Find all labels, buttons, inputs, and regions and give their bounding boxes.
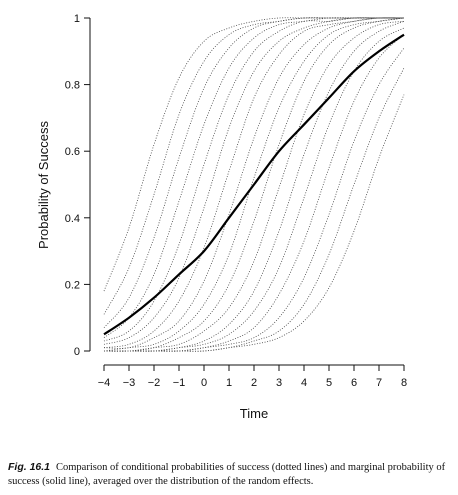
chart-axes: 0 0.2 0.4 0.6 0.8 1 −4 −3 −2 −1 0 1 2 3 4 5 6 7 8 (65, 13, 407, 389)
marginal-probability-line (103, 33, 405, 336)
x-tick-label: 1 (226, 377, 232, 389)
conditional-probability-line (103, 34, 405, 352)
conditional-probability-line (103, 17, 404, 328)
conditional-probability-line (103, 17, 405, 349)
figure-caption: Fig. 16.1 Comparison of conditional proba… (8, 460, 452, 489)
chart-figure: 0 0.2 0.4 0.6 0.8 1 −4 −3 −2 −1 0 1 2 3 4 5 6 7 8 Time Pro… (36, 13, 407, 421)
figure-caption-label: Fig. 16.1 (8, 461, 51, 473)
conditional-probability-line (103, 20, 405, 352)
conditional-probability-line (103, 17, 405, 349)
conditional-probability-lines (103, 17, 405, 352)
x-tick-label: −2 (148, 377, 161, 389)
x-tick-label: 2 (251, 377, 257, 389)
x-axis-title: Time (240, 406, 268, 421)
conditional-probability-line (103, 94, 405, 352)
x-tick-label: 5 (326, 377, 332, 389)
figure-caption-text: Comparison of conditional probabilities … (8, 462, 446, 487)
x-tick-label: −1 (173, 377, 186, 389)
x-tick-label: 3 (276, 377, 282, 389)
y-tick-label: 1 (74, 13, 80, 25)
conditional-probability-line (103, 17, 404, 342)
conditional-probability-line (103, 47, 405, 352)
y-axis-title: Probability of Success (36, 121, 51, 249)
marginal-probability-line-path (103, 33, 405, 336)
x-tick-label: 6 (351, 377, 357, 389)
x-tick-label: 0 (201, 377, 207, 389)
y-tick-label: 0.6 (65, 146, 80, 158)
y-tick-label: 0.2 (65, 279, 80, 291)
conditional-probability-line (103, 17, 404, 345)
conditional-probability-line (103, 17, 404, 292)
x-tick-label: −3 (123, 377, 136, 389)
x-tick-label: 7 (376, 377, 382, 389)
y-tick-label: 0 (74, 346, 80, 358)
y-tick-label: 0.8 (65, 80, 80, 92)
x-tick-label: −4 (98, 377, 111, 389)
conditional-probability-line (103, 17, 404, 338)
x-tick-label: 4 (301, 377, 307, 389)
conditional-probability-line (103, 17, 404, 315)
y-tick-label: 0.4 (65, 213, 80, 225)
x-tick-label: 8 (401, 377, 407, 389)
